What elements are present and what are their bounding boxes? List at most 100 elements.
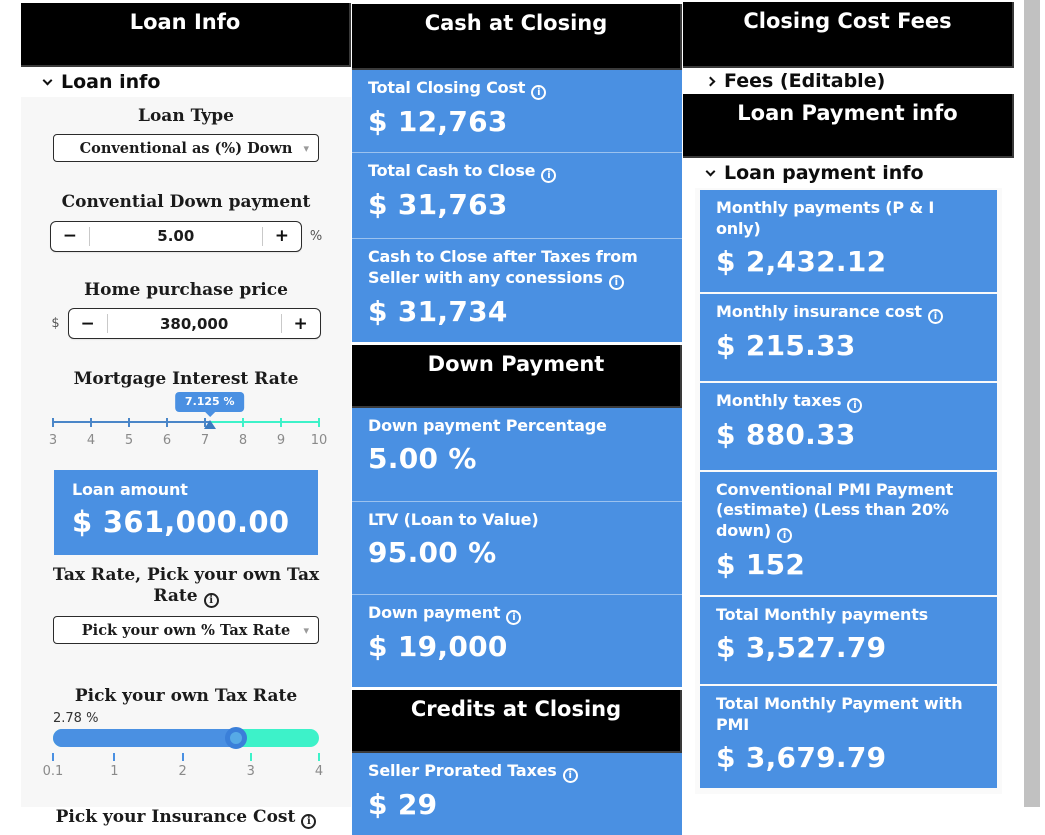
stat-card-value: $ 3,527.79 <box>716 630 887 664</box>
loan-amount-value: $ 361,000.00 <box>72 505 290 540</box>
info-icon[interactable]: i <box>301 814 317 830</box>
credits-at-closing-cards: Seller Prorated Taxes i $ 29 <box>352 752 682 835</box>
fees-section-label: Fees (Editable) <box>724 70 886 92</box>
slider-fill <box>53 420 210 424</box>
stat-card-label: Total Monthly Payment with PMI <box>716 694 963 734</box>
stat-card-value: $ 29 <box>368 787 438 821</box>
info-icon[interactable]: i <box>847 397 863 413</box>
stat-card-label: Monthly insurance cost i <box>716 302 981 324</box>
slider-thumb[interactable] <box>203 414 216 429</box>
tax-rate-selected-value: Pick your own % Tax Rate <box>81 621 291 639</box>
vertical-scrollbar[interactable] <box>1024 0 1040 807</box>
slider-tick-label: 7 <box>200 432 210 448</box>
slider-tick-label: 8 <box>238 432 248 448</box>
slider-tick <box>204 417 206 427</box>
info-icon[interactable]: i <box>562 767 578 783</box>
dollar-prefix: $ <box>51 316 60 332</box>
stat-card-label: Total Cash to Close i <box>368 161 666 183</box>
loan-payment-info-header: Loan Payment info <box>683 94 1014 158</box>
slider-thumb[interactable] <box>224 726 247 749</box>
down-payment-stepper: − 5.00 + <box>49 220 302 252</box>
stat-card-value: 95.00 % <box>368 535 497 569</box>
minus-button[interactable]: − <box>80 313 95 334</box>
stat-card: Down payment i $ 19,000 <box>352 593 682 687</box>
minus-button[interactable]: − <box>62 226 77 247</box>
stat-card-value: $ 880.33 <box>716 417 856 451</box>
own-tax-rate-label: Pick your own Tax Rate <box>74 686 298 707</box>
cash-at-closing-cards: Total Closing Cost i $ 12,763 Total Cash … <box>352 70 682 342</box>
slider-tick <box>318 417 320 427</box>
down-payment-header: Down Payment <box>352 344 682 408</box>
stat-card: LTV (Loan to Value) 95.00 % <box>352 500 682 594</box>
stat-card-value: $ 215.33 <box>716 328 856 362</box>
down-payment-input[interactable]: 5.00 <box>157 227 195 246</box>
loan-info-column: Loan Info Loan info Loan Type Convention… <box>21 3 351 830</box>
stat-card-value: $ 12,763 <box>368 105 508 138</box>
cash-at-closing-header: Cash at Closing <box>352 4 682 70</box>
info-icon[interactable]: i <box>506 609 522 625</box>
info-icon[interactable]: i <box>776 528 792 544</box>
info-icon[interactable]: i <box>531 85 547 100</box>
stat-card: Conventional PMI Payment (estimate) (Les… <box>700 469 997 596</box>
slider-tick <box>52 752 54 761</box>
stat-card-value: 5.00 % <box>368 441 477 475</box>
loan-payment-section-toggle[interactable]: Loan payment info <box>683 158 1014 188</box>
slider-tick <box>242 417 244 427</box>
info-icon[interactable]: i <box>927 308 943 324</box>
stat-card-label: Down payment i <box>368 603 666 625</box>
slider-tick <box>249 752 252 761</box>
slider-tick <box>318 752 320 761</box>
loan-payment-section-label: Loan payment info <box>724 162 924 184</box>
slider-tick-label: 3 <box>48 432 58 448</box>
tax-rate-select[interactable]: Pick your own % Tax Rate ▾ <box>53 616 319 645</box>
tax-rate-slider[interactable]: 2.78 % 0.1 1 2 3 4 <box>43 710 323 779</box>
interest-rate-slider[interactable]: 7.125 % 3 4 5 6 7 8 9 10 <box>49 391 327 450</box>
stat-card-label: Cash to Close after Taxes from Seller wi… <box>368 247 638 290</box>
loan-info-section-label: Loan info <box>61 71 161 93</box>
stat-card-value: $ 3,679.79 <box>716 740 887 774</box>
stat-card-label: Total Monthly payments <box>716 605 928 625</box>
stat-card: Cash to Close after Taxes from Seller wi… <box>352 238 682 342</box>
slider-tick-label: 4 <box>86 432 96 448</box>
loan-info-section-toggle[interactable]: Loan info <box>21 67 351 97</box>
info-icon[interactable]: i <box>608 274 624 290</box>
stat-card-value: $ 19,000 <box>368 629 508 663</box>
conventional-down-payment-label: Convential Down payment <box>61 192 311 213</box>
info-icon[interactable]: i <box>541 168 557 183</box>
info-icon[interactable]: i <box>203 593 219 609</box>
slider-tick <box>52 417 54 427</box>
slider-tick-label: 1 <box>110 763 119 779</box>
stat-card: Monthly payments (P & I only) $ 2,432.12 <box>700 190 997 292</box>
fees-section-toggle[interactable]: Fees (Editable) <box>683 68 1014 94</box>
slider-tick-label: 5 <box>124 432 134 448</box>
plus-button[interactable]: + <box>293 313 308 334</box>
tax-rate-value: 2.78 % <box>53 710 99 726</box>
stat-card-label: Monthly payments (P & I only) <box>716 198 935 238</box>
stepper-divider <box>280 314 282 334</box>
cash-at-closing-column: Cash at Closing Total Closing Cost i $ 12… <box>352 4 682 835</box>
plus-button[interactable]: + <box>274 226 289 247</box>
chevron-right-icon <box>705 76 716 86</box>
slider-tick <box>128 417 130 427</box>
home-purchase-price-label: Home purchase price <box>84 279 288 300</box>
stat-card-label: Down payment Percentage <box>368 415 607 435</box>
loan-payment-cards: Monthly payments (P & I only) $ 2,432.12… <box>700 190 997 788</box>
loan-type-label: Loan Type <box>138 106 234 126</box>
purchase-price-input[interactable]: 380,000 <box>159 314 229 333</box>
loan-payment-column: Closing Cost Fees Fees (Editable) Loan P… <box>683 2 1014 794</box>
percent-suffix: % <box>309 228 323 244</box>
stat-card-value: $ 152 <box>716 548 806 582</box>
stat-card-value: $ 31,734 <box>368 294 508 328</box>
stat-card: Total Monthly Payment with PMI $ 3,679.7… <box>700 684 997 788</box>
slider-tick-label: 4 <box>314 763 324 779</box>
slider-tick <box>113 752 116 761</box>
loan-type-select[interactable]: Conventional as (%) Down ▾ <box>53 134 319 163</box>
slider-tick-label: 6 <box>162 432 172 448</box>
stat-card-label: Total Closing Cost i <box>368 78 666 100</box>
loan-info-header: Loan Info <box>21 3 351 67</box>
stat-card: Total Closing Cost i $ 12,763 <box>352 70 682 152</box>
slider-tick-label: 2 <box>178 763 187 779</box>
loan-payment-panel: Monthly payments (P & I only) $ 2,432.12… <box>695 188 1002 794</box>
slider-fill <box>53 728 236 747</box>
stat-card-label: Seller Prorated Taxes i <box>368 761 666 783</box>
